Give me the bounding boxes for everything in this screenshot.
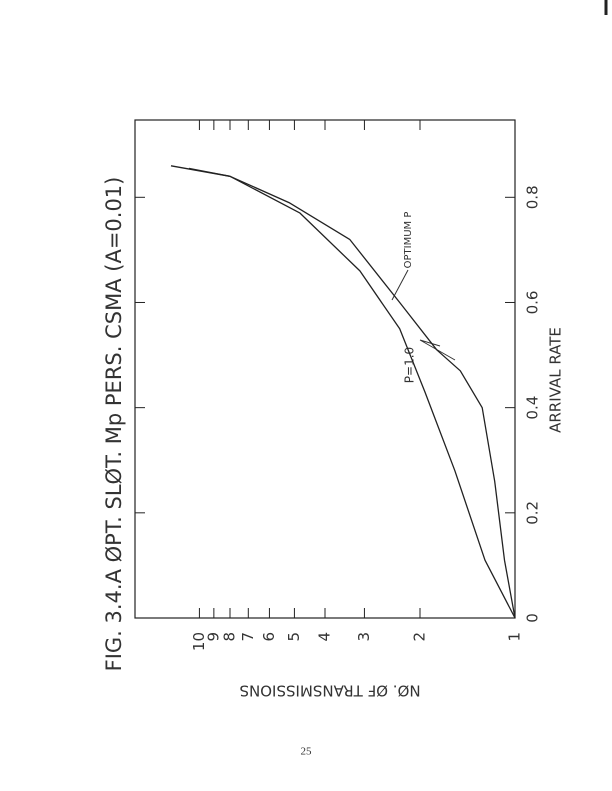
y-tick-label: 2: [411, 632, 429, 642]
chart-title: FIG. 3.4.A ØPT. SLØT. Mp PERS. CSMA (A=0…: [102, 177, 126, 672]
y-tick-label: 9: [204, 632, 222, 642]
y-tick-label: 1: [506, 632, 524, 642]
x-tick-label: 0.2: [524, 501, 542, 525]
data-line: [188, 167, 516, 619]
y-tick-label: 4: [316, 632, 334, 642]
data-line: [170, 165, 516, 619]
y-axis-label: NØ. ØF TRANSMISSIONS: [239, 682, 420, 700]
page-number: 25: [301, 746, 313, 758]
y-tick-label: 7: [239, 632, 257, 642]
y-tick-label: 6: [260, 632, 278, 642]
annotation: OPTIMUM P: [403, 212, 414, 269]
annotation-leader: [391, 269, 409, 301]
y-tick-label: 5: [285, 632, 303, 642]
x-tick-label: 0.8: [524, 185, 542, 209]
y-tick-label: 3: [355, 632, 373, 642]
annotation: P=1.0: [403, 347, 417, 383]
x-tick-label: 0.4: [524, 396, 542, 420]
x-tick-label: 0.6: [524, 291, 542, 315]
x-tick-label: 0: [524, 613, 542, 623]
y-tick-label: 10: [190, 632, 208, 651]
y-tick-label: 8: [221, 632, 239, 642]
x-axis-label: ARRIVAL RATE: [547, 327, 565, 433]
